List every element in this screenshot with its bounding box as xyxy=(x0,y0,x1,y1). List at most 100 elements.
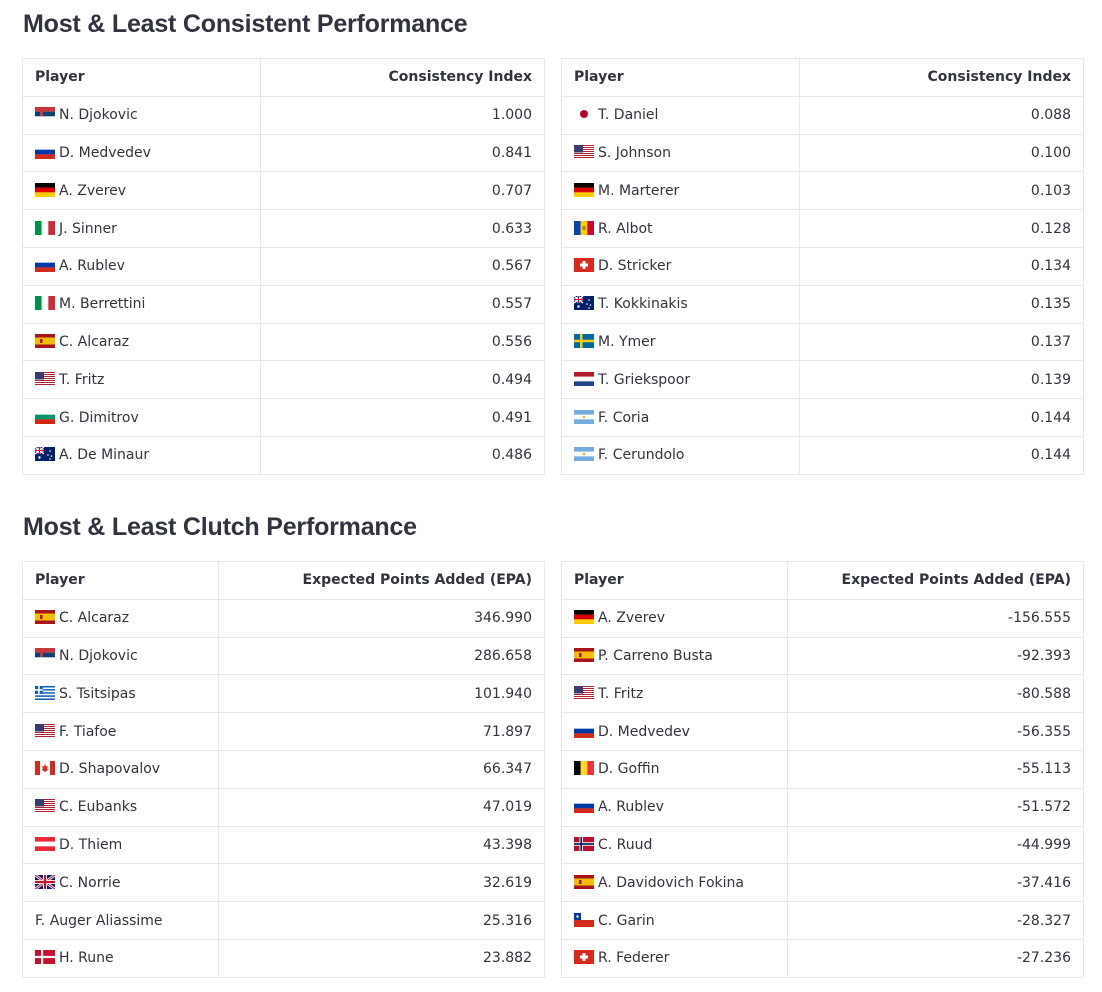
player-cell[interactable]: C. Ruud xyxy=(560,825,789,865)
player-cell[interactable]: A. De Minaur xyxy=(22,435,261,475)
table-row[interactable]: C. Eubanks 47.019 xyxy=(22,787,546,827)
player-cell[interactable]: F. Cerundolo xyxy=(561,435,800,475)
value-cell[interactable]: -27.236 xyxy=(787,938,1084,978)
value-cell[interactable]: -92.393 xyxy=(787,636,1084,676)
table-row[interactable]: A. Zverev -156.555 xyxy=(560,598,1084,638)
epa-column-header[interactable]: Expected Points Added (EPA) xyxy=(787,561,1084,600)
value-cell[interactable]: -80.588 xyxy=(787,674,1084,714)
player-cell[interactable]: D. Goffin xyxy=(560,749,789,789)
value-cell[interactable]: 23.882 xyxy=(217,938,546,978)
table-row[interactable]: C. Ruud -44.999 xyxy=(560,825,1084,865)
consistency-index-column-header[interactable]: Consistency Index xyxy=(798,58,1085,97)
table-row[interactable]: F. Auger Aliassime 25.316 xyxy=(22,901,546,940)
player-cell[interactable]: F. Auger Aliassime xyxy=(22,901,219,940)
value-cell[interactable]: 66.347 xyxy=(217,749,546,789)
value-cell[interactable]: 0.494 xyxy=(259,360,546,400)
table-row[interactable]: M. Marterer 0.103 xyxy=(561,171,1085,211)
table-row[interactable]: T. Griekspoor 0.139 xyxy=(561,360,1085,400)
value-cell[interactable]: 286.658 xyxy=(217,636,546,676)
value-cell[interactable]: -37.416 xyxy=(787,863,1084,903)
table-row[interactable]: D. Medvedev 0.841 xyxy=(22,133,546,173)
player-cell[interactable]: T. Fritz xyxy=(560,674,789,714)
player-column-header[interactable]: Player xyxy=(560,561,789,600)
player-cell[interactable]: F. Coria xyxy=(561,398,800,437)
table-row[interactable]: T. Kokkinakis 0.135 xyxy=(561,284,1085,324)
table-row[interactable]: M. Ymer 0.137 xyxy=(561,322,1085,362)
value-cell[interactable]: 0.556 xyxy=(259,322,546,362)
value-cell[interactable]: 0.841 xyxy=(259,133,546,173)
table-row[interactable]: P. Carreno Busta -92.393 xyxy=(560,636,1084,676)
table-row[interactable]: D. Shapovalov 66.347 xyxy=(22,749,546,789)
value-cell[interactable]: 0.137 xyxy=(798,322,1085,362)
value-cell[interactable]: -44.999 xyxy=(787,825,1084,865)
table-row[interactable]: A. Rublev -51.572 xyxy=(560,787,1084,827)
value-cell[interactable]: -56.355 xyxy=(787,712,1084,751)
player-column-header[interactable]: Player xyxy=(22,58,261,97)
player-cell[interactable]: T. Fritz xyxy=(22,360,261,400)
player-cell[interactable]: D. Medvedev xyxy=(560,712,789,751)
consistency-index-column-header[interactable]: Consistency Index xyxy=(259,58,546,97)
value-cell[interactable]: 0.139 xyxy=(798,360,1085,400)
value-cell[interactable]: 32.619 xyxy=(217,863,546,903)
table-row[interactable]: A. Rublev 0.567 xyxy=(22,246,546,286)
player-cell[interactable]: S. Johnson xyxy=(561,133,800,173)
player-cell[interactable]: R. Albot xyxy=(561,209,800,248)
value-cell[interactable]: 0.633 xyxy=(259,209,546,248)
player-cell[interactable]: A. Zverev xyxy=(22,171,261,211)
value-cell[interactable]: 47.019 xyxy=(217,787,546,827)
table-row[interactable]: T. Fritz -80.588 xyxy=(560,674,1084,714)
value-cell[interactable]: 346.990 xyxy=(217,598,546,638)
player-cell[interactable]: P. Carreno Busta xyxy=(560,636,789,676)
table-row[interactable]: A. Zverev 0.707 xyxy=(22,171,546,211)
player-cell[interactable]: C. Eubanks xyxy=(22,787,219,827)
value-cell[interactable]: -28.327 xyxy=(787,901,1084,940)
value-cell[interactable]: 0.088 xyxy=(798,95,1085,135)
table-row[interactable]: S. Tsitsipas 101.940 xyxy=(22,674,546,714)
value-cell[interactable]: 0.557 xyxy=(259,284,546,324)
table-row[interactable]: T. Fritz 0.494 xyxy=(22,360,546,400)
player-cell[interactable]: H. Rune xyxy=(22,938,219,978)
value-cell[interactable]: 0.135 xyxy=(798,284,1085,324)
player-cell[interactable]: R. Federer xyxy=(560,938,789,978)
table-row[interactable]: C. Alcaraz 346.990 xyxy=(22,598,546,638)
value-cell[interactable]: 0.491 xyxy=(259,398,546,437)
value-cell[interactable]: 25.316 xyxy=(217,901,546,940)
table-row[interactable]: D. Thiem 43.398 xyxy=(22,825,546,865)
table-row[interactable]: M. Berrettini 0.557 xyxy=(22,284,546,324)
epa-column-header[interactable]: Expected Points Added (EPA) xyxy=(217,561,546,600)
player-column-header[interactable]: Player xyxy=(561,58,800,97)
player-cell[interactable]: C. Alcaraz xyxy=(22,598,219,638)
table-row[interactable]: R. Federer -27.236 xyxy=(560,938,1084,978)
table-row[interactable]: F. Tiafoe 71.897 xyxy=(22,712,546,751)
value-cell[interactable]: 0.144 xyxy=(798,398,1085,437)
value-cell[interactable]: 0.103 xyxy=(798,171,1085,211)
player-cell[interactable]: D. Stricker xyxy=(561,246,800,286)
player-cell[interactable]: D. Shapovalov xyxy=(22,749,219,789)
value-cell[interactable]: 0.486 xyxy=(259,435,546,475)
player-cell[interactable]: F. Tiafoe xyxy=(22,712,219,751)
player-cell[interactable]: T. Griekspoor xyxy=(561,360,800,400)
player-cell[interactable]: A. Davidovich Fokina xyxy=(560,863,789,903)
value-cell[interactable]: 0.707 xyxy=(259,171,546,211)
value-cell[interactable]: 101.940 xyxy=(217,674,546,714)
player-cell[interactable]: A. Zverev xyxy=(560,598,789,638)
table-row[interactable]: G. Dimitrov 0.491 xyxy=(22,398,546,437)
table-row[interactable]: D. Stricker 0.134 xyxy=(561,246,1085,286)
player-cell[interactable]: G. Dimitrov xyxy=(22,398,261,437)
table-row[interactable]: C. Norrie 32.619 xyxy=(22,863,546,903)
player-cell[interactable]: N. Djokovic xyxy=(22,95,261,135)
value-cell[interactable]: 1.000 xyxy=(259,95,546,135)
table-row[interactable]: F. Coria 0.144 xyxy=(561,398,1085,437)
table-row[interactable]: T. Daniel 0.088 xyxy=(561,95,1085,135)
player-cell[interactable]: M. Ymer xyxy=(561,322,800,362)
table-row[interactable]: J. Sinner 0.633 xyxy=(22,209,546,248)
player-cell[interactable]: S. Tsitsipas xyxy=(22,674,219,714)
player-cell[interactable]: T. Daniel xyxy=(561,95,800,135)
player-cell[interactable]: D. Medvedev xyxy=(22,133,261,173)
value-cell[interactable]: 0.100 xyxy=(798,133,1085,173)
player-column-header[interactable]: Player xyxy=(22,561,219,600)
table-row[interactable]: D. Goffin -55.113 xyxy=(560,749,1084,789)
value-cell[interactable]: 0.134 xyxy=(798,246,1085,286)
table-row[interactable]: H. Rune 23.882 xyxy=(22,938,546,978)
table-row[interactable]: C. Garin -28.327 xyxy=(560,901,1084,940)
